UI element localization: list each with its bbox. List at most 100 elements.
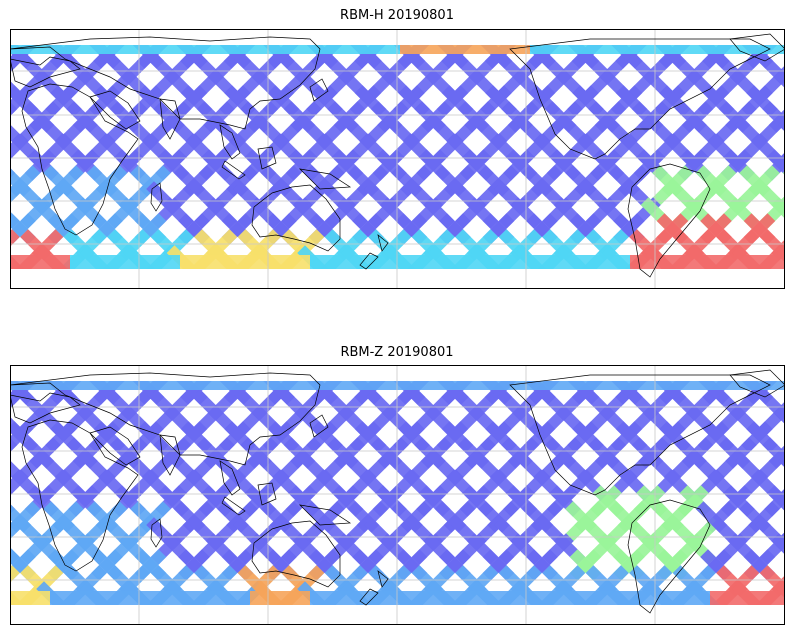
polar-band-north — [160, 45, 170, 54]
polar-band-south — [100, 591, 110, 605]
polar-band-south — [630, 255, 640, 269]
coastline-nz1 — [377, 234, 389, 252]
polar-band-north — [680, 45, 690, 54]
polar-band-south — [160, 591, 170, 605]
polar-band-south — [40, 255, 50, 269]
polar-band-north — [470, 45, 480, 54]
polar-band-south — [230, 591, 240, 605]
coastline-newguinea — [298, 504, 352, 526]
polar-band-south — [730, 591, 740, 605]
map-frame — [10, 29, 785, 289]
polar-band-north — [660, 381, 670, 390]
polar-band-north — [560, 45, 570, 54]
polar-band-south — [40, 591, 50, 605]
polar-band-south — [660, 255, 670, 269]
polar-band-north — [350, 45, 360, 54]
polar-band-north — [20, 381, 30, 390]
polar-band-north — [500, 381, 510, 390]
swath-segment — [766, 149, 785, 176]
polar-band-south — [60, 255, 70, 269]
polar-band-south — [110, 591, 120, 605]
polar-band-south — [450, 255, 460, 269]
polar-band-north — [80, 45, 90, 54]
polar-band-north — [750, 381, 760, 390]
polar-band-north — [10, 45, 20, 54]
swath-tracks — [10, 381, 785, 605]
swath-map-rbm-z — [10, 365, 785, 625]
polar-band-north — [400, 381, 410, 390]
polar-band-north — [320, 45, 330, 54]
polar-band-south — [410, 591, 420, 605]
polar-band-north — [780, 45, 785, 54]
polar-band-north — [700, 45, 710, 54]
polar-band-south — [200, 591, 210, 605]
polar-band-north — [260, 381, 270, 390]
polar-band-north — [450, 381, 460, 390]
polar-band-south — [310, 255, 320, 269]
polar-band-south — [330, 591, 340, 605]
polar-band-south — [760, 591, 770, 605]
polar-band-south — [20, 255, 30, 269]
polar-band-south — [460, 255, 470, 269]
coastline-eurasia — [10, 372, 321, 466]
polar-band-north — [360, 381, 370, 390]
polar-band-south — [320, 255, 330, 269]
polar-band-north — [140, 45, 150, 54]
polar-band-north — [300, 381, 310, 390]
polar-band-north — [190, 45, 200, 54]
polar-band-north — [80, 381, 90, 390]
polar-band-north — [430, 45, 440, 54]
polar-band-south — [220, 255, 230, 269]
polar-band-north — [110, 45, 120, 54]
polar-band-south — [470, 255, 480, 269]
polar-band-north — [630, 45, 640, 54]
polar-band-north — [480, 45, 490, 54]
polar-band-south — [640, 591, 650, 605]
polar-band-south — [550, 591, 560, 605]
polar-band-south — [770, 591, 780, 605]
polar-band-south — [120, 591, 130, 605]
polar-band-south — [510, 255, 520, 269]
polar-band-south — [140, 591, 150, 605]
polar-band-north — [680, 381, 690, 390]
coastline-seasia — [219, 460, 241, 496]
polar-band-north — [90, 45, 100, 54]
polar-band-south — [600, 591, 610, 605]
coastline-nz2 — [359, 252, 379, 270]
polar-band-south — [570, 255, 580, 269]
polar-band-south — [260, 591, 270, 605]
polar-band-north — [570, 381, 580, 390]
polar-band-south — [480, 255, 490, 269]
polar-band-north — [410, 45, 420, 54]
polar-band-south — [660, 591, 670, 605]
polar-band-south — [400, 255, 410, 269]
graticule — [10, 365, 785, 625]
polar-band-north — [720, 45, 730, 54]
polar-band-north — [130, 45, 140, 54]
coastlines — [10, 369, 785, 614]
polar-band-south — [310, 591, 320, 605]
polar-band-north — [390, 45, 400, 54]
polar-band-south — [680, 591, 690, 605]
polar-band-south — [180, 591, 190, 605]
polar-band-south — [340, 591, 350, 605]
polar-band-north — [310, 381, 320, 390]
polar-band-south — [350, 591, 360, 605]
polar-band-north — [410, 381, 420, 390]
polar-band-south — [240, 255, 250, 269]
panel-title-rbm-z: RBM-Z 20190801 — [340, 345, 454, 360]
polar-band-north — [180, 381, 190, 390]
polar-band-north — [200, 381, 210, 390]
polar-band-south — [610, 255, 620, 269]
polar-band-north — [20, 45, 30, 54]
polar-band-north — [60, 45, 70, 54]
coastline-australia — [251, 184, 341, 252]
polar-band-south — [390, 255, 400, 269]
polar-band-north — [330, 381, 340, 390]
coastline-greenland — [729, 369, 785, 398]
polar-band-north — [230, 381, 240, 390]
polar-band-north — [380, 45, 390, 54]
polar-band-south — [240, 591, 250, 605]
polar-band-north — [580, 381, 590, 390]
polar-band-north — [350, 381, 360, 390]
